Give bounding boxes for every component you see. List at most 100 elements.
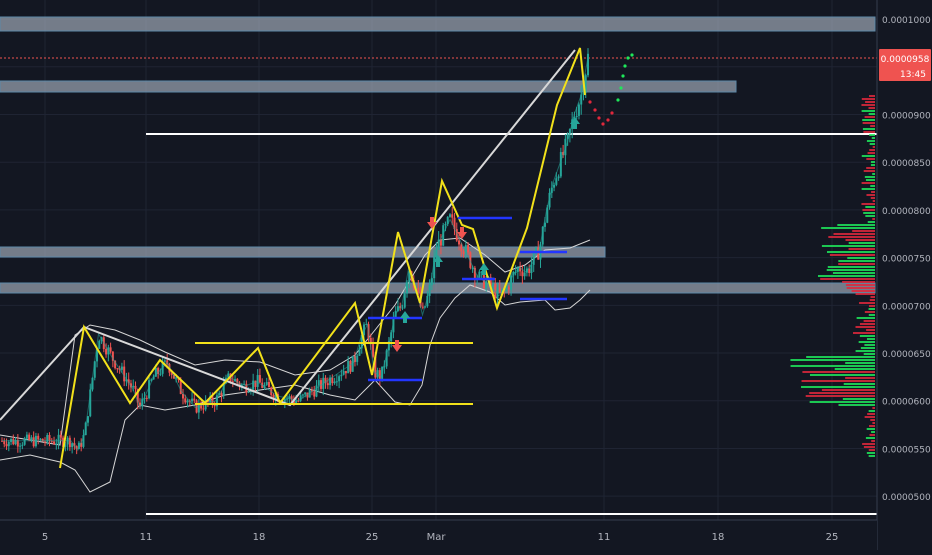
candle-body (577, 104, 580, 116)
candle-body (421, 306, 424, 308)
candle-body (329, 377, 332, 386)
volume-profile-bar (872, 200, 875, 202)
candle-body (127, 379, 130, 384)
volume-profile-bar (865, 215, 875, 217)
candle-body (308, 389, 311, 398)
volume-profile-bar (868, 455, 875, 457)
volume-profile-bar (847, 257, 875, 259)
volume-profile-bar (845, 284, 875, 286)
candle-body (559, 152, 562, 177)
volume-profile-bar (832, 272, 875, 274)
candle-body (498, 287, 501, 292)
candle-body (120, 366, 123, 370)
volume-profile-bar (872, 218, 875, 220)
volume-profile-bar (866, 167, 875, 169)
volume-profile-bar (862, 443, 875, 445)
candle-body (417, 287, 420, 292)
volume-profile-bar (864, 116, 875, 118)
volume-profile-bar (868, 449, 875, 451)
candle-body (385, 350, 388, 367)
volume-profile-bar (863, 170, 875, 172)
candle-body (566, 133, 569, 139)
candle-body (390, 332, 393, 342)
candle-body (28, 434, 31, 441)
sell-arrow (457, 227, 467, 239)
candle-body (392, 318, 395, 333)
candle-body (340, 374, 343, 377)
candle-body (512, 271, 515, 276)
candle-body (256, 375, 259, 387)
volume-profile-bar (863, 212, 875, 214)
candle-body (68, 437, 71, 448)
volume-profile-bar (866, 338, 875, 340)
candle-body (125, 379, 128, 382)
candle-body (582, 92, 585, 95)
countdown-label: 13:45 (900, 70, 926, 80)
candle-body (541, 226, 544, 245)
candle-body (16, 440, 19, 447)
volume-profile-bar (855, 350, 875, 352)
volume-profile-bar (843, 383, 875, 385)
candle-body (349, 360, 352, 372)
volume-profile-bar (869, 299, 875, 301)
volume-profile-bar (805, 395, 875, 397)
candle-body (238, 382, 241, 387)
candle-body (46, 434, 49, 442)
candle-body (553, 184, 556, 188)
volume-profile-bar (866, 158, 875, 160)
candle-body (114, 360, 117, 369)
forecast-dot-red (597, 116, 601, 120)
resistance-zone-upper (0, 80, 737, 93)
volume-profile-bar (845, 377, 875, 379)
candle-body (59, 434, 62, 438)
candle-body (304, 392, 307, 395)
candle-body (446, 216, 449, 225)
candle-body (464, 245, 467, 254)
candle-body (48, 434, 51, 441)
candle-body (12, 438, 15, 445)
volume-profile-bar (866, 140, 875, 142)
volume-profile-bar (845, 362, 875, 364)
volume-profile-bar (869, 134, 875, 136)
y-tick-label: 0.0000800 (882, 207, 931, 217)
volume-profile-bar (871, 191, 875, 193)
candle-body (98, 340, 101, 349)
candle-body (139, 402, 142, 407)
candle-body (32, 437, 35, 447)
volume-profile-bar (817, 275, 875, 277)
candle-body (7, 441, 10, 447)
x-axis[interactable]: 5 11 18 25 Mar 11 18 25 (0, 519, 877, 550)
candle-body (191, 398, 194, 402)
volume-profile-bar (868, 113, 875, 115)
volume-profile-bar (845, 239, 875, 241)
candle-body (301, 394, 304, 396)
candle-body (485, 281, 488, 289)
volume-profile-bar (828, 236, 875, 238)
candle-body (403, 293, 406, 308)
support-zone-lower (0, 282, 876, 294)
volume-profile-bar (837, 224, 875, 226)
y-axis[interactable]: 0.00010000.00009500.00009000.00008500.00… (876, 0, 932, 550)
volume-profile-bar (861, 110, 875, 112)
candle-body (555, 178, 558, 185)
x-tick-label: 25 (366, 532, 379, 543)
candle-body (467, 245, 470, 253)
volume-profile-bar (861, 155, 875, 157)
candle-body (516, 267, 519, 272)
candle-body (544, 222, 547, 227)
candle-body (342, 370, 345, 375)
volume-profile-bar (846, 287, 875, 289)
volume-profile-bar (806, 356, 875, 358)
candle-body (163, 360, 166, 362)
candle-body (462, 251, 465, 254)
candle-body (209, 396, 212, 403)
y-tick-label: 0.0001000 (882, 16, 931, 26)
candle-body (247, 391, 250, 393)
volume-profile-bar (864, 311, 875, 313)
volume-profile-bar (865, 206, 875, 208)
candle-body (252, 380, 255, 390)
volume-profile-bar (809, 392, 875, 394)
candle-body (159, 373, 162, 375)
